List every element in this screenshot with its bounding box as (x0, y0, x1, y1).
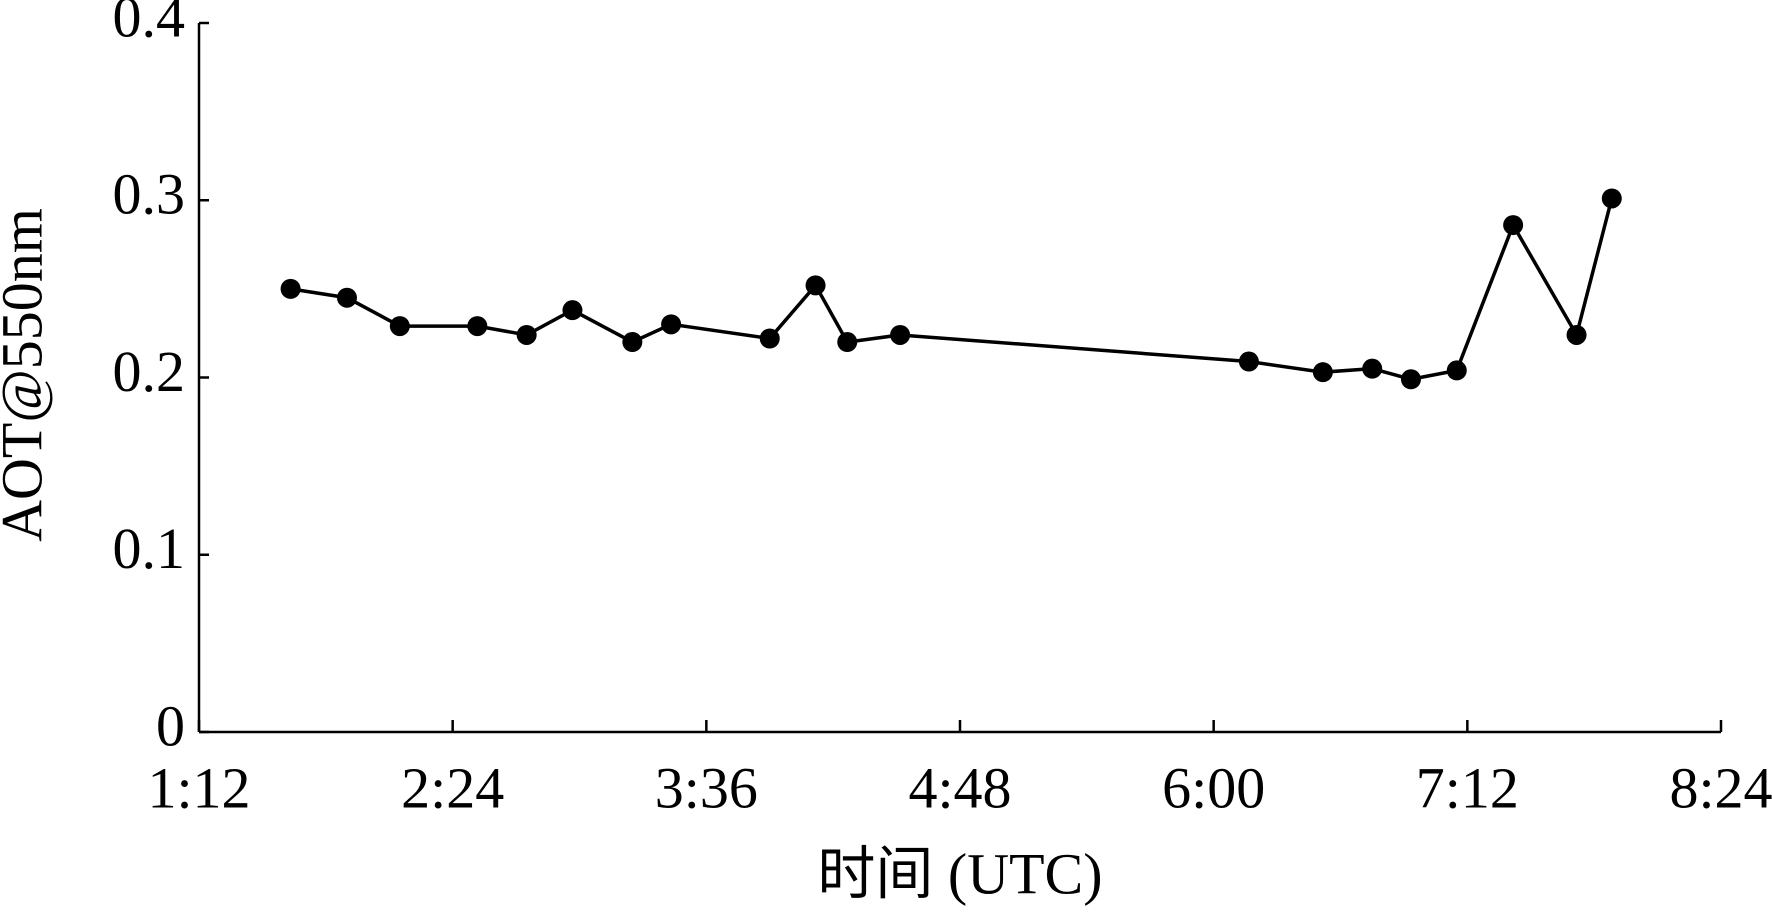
x-axis-label: 时间 (UTC) (817, 841, 1102, 906)
y-tick-label: 0.4 (113, 0, 186, 49)
marker (516, 324, 537, 345)
y-tick-label: 0.1 (113, 516, 186, 581)
marker (1566, 324, 1587, 345)
marker (759, 328, 780, 349)
y-axis-label: AOT@550nm (0, 208, 54, 542)
y-tick-label: 0.3 (113, 162, 186, 227)
x-tick-label: 7:12 (1416, 755, 1519, 820)
marker (1503, 215, 1524, 236)
marker (280, 278, 301, 299)
marker (562, 300, 583, 321)
x-tick-label: 6:00 (1162, 755, 1265, 820)
marker (467, 316, 488, 337)
marker (661, 314, 682, 335)
x-tick-label: 3:36 (655, 755, 758, 820)
line (290, 198, 1614, 382)
y-tick-label: 0.2 (113, 339, 186, 404)
marker (1446, 360, 1467, 381)
marker (1238, 351, 1259, 372)
y-tick-label: 0 (156, 693, 185, 758)
marker (805, 275, 826, 296)
marker (837, 332, 858, 353)
x-tick-label: 2:24 (401, 755, 504, 820)
x-tick-label: 1:12 (147, 755, 250, 820)
marker (389, 316, 410, 337)
x-tick-label: 4:48 (908, 755, 1011, 820)
marker (1312, 362, 1333, 383)
x-tick-label: 8:24 (1669, 755, 1772, 820)
marker (1362, 358, 1383, 379)
marker (1601, 188, 1622, 209)
marker (622, 332, 643, 353)
marker (1400, 369, 1421, 390)
marker (336, 287, 357, 308)
marker (890, 324, 911, 345)
